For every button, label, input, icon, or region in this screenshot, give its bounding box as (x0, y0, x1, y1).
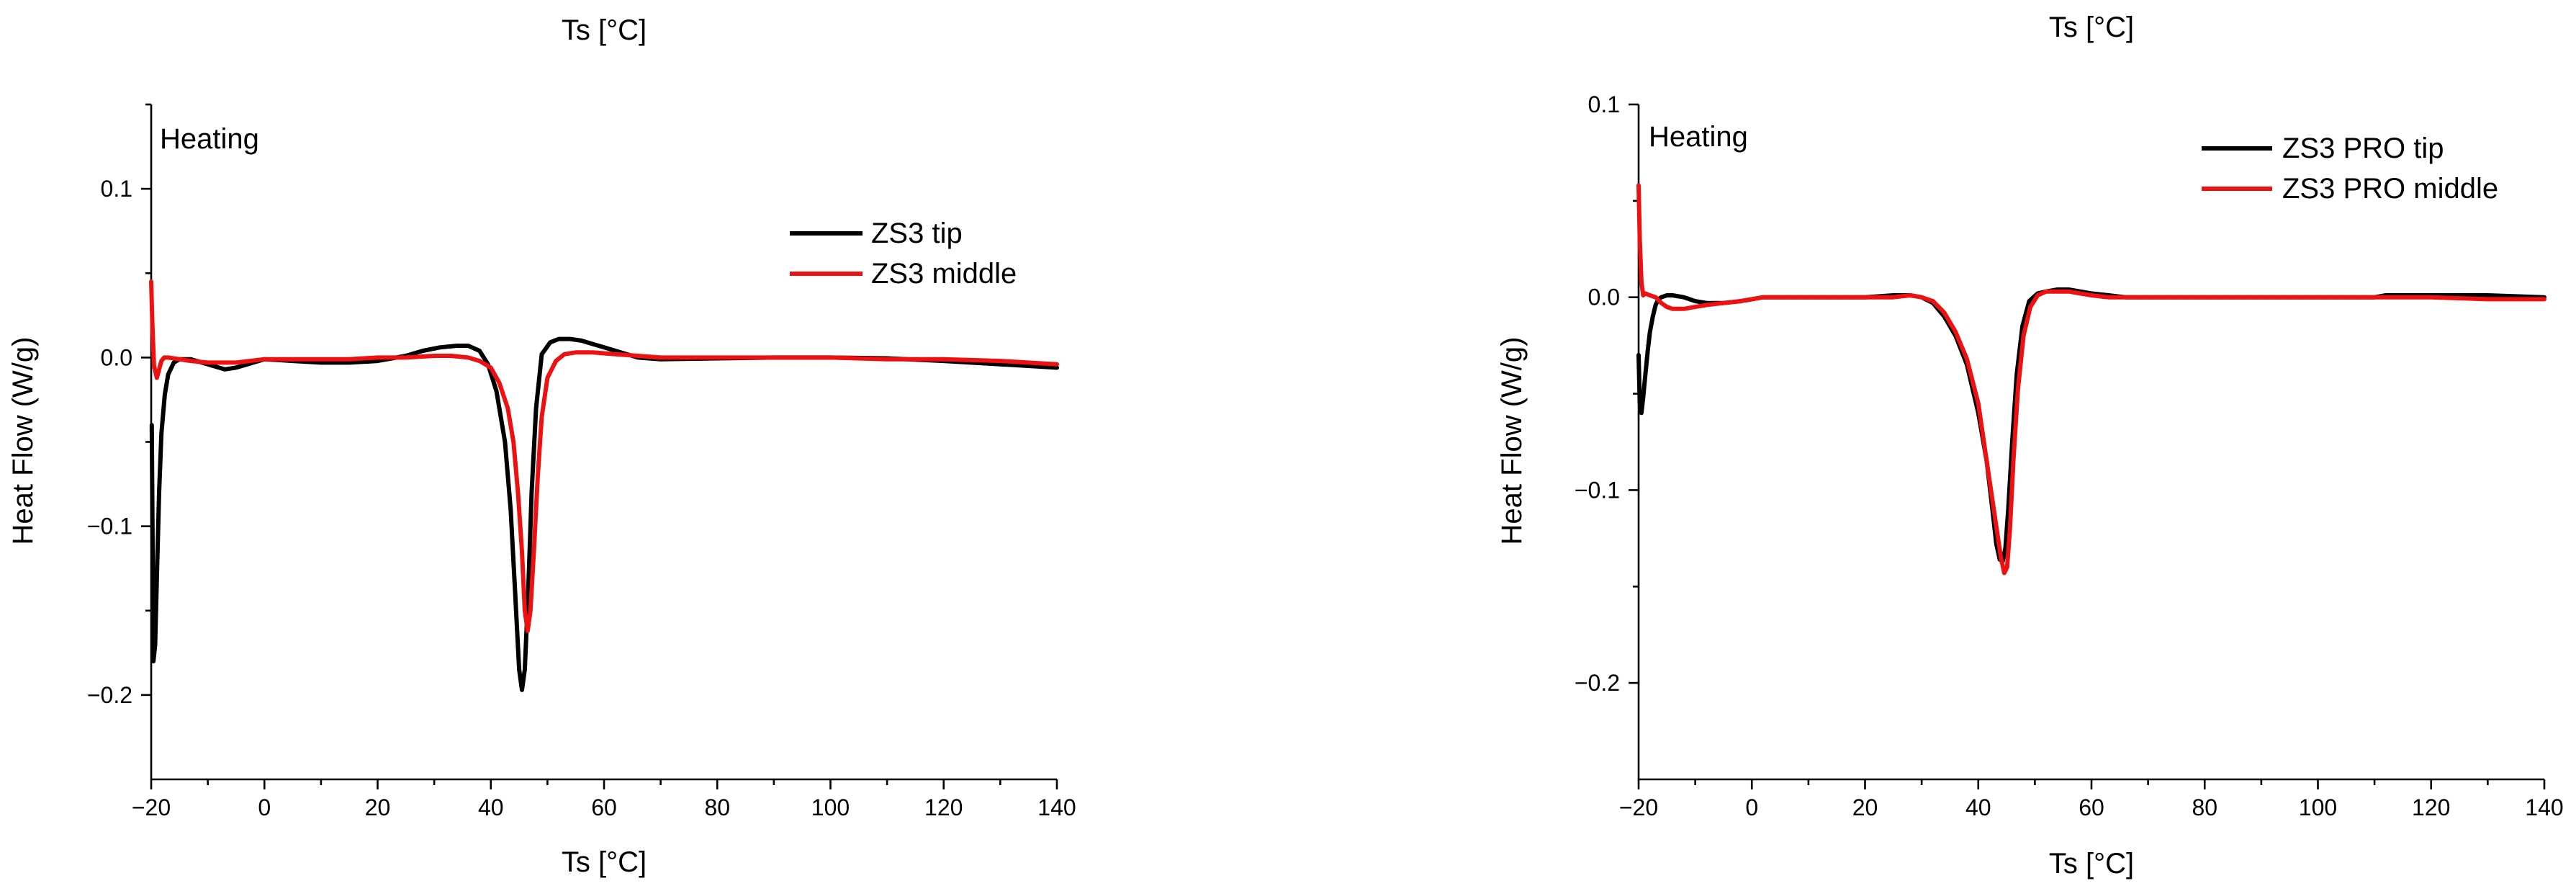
x-tick-label: −20 (132, 794, 171, 820)
heating-annotation: Heating (160, 123, 259, 155)
y-tick-label: 0.1 (101, 176, 132, 202)
x-tick-label: 140 (1037, 794, 1076, 820)
x-tick-label: 40 (1965, 794, 1991, 820)
y-tick-label: 0.1 (1588, 91, 1620, 117)
y-tick-label: −0.2 (87, 682, 132, 708)
x-tick-label: 20 (365, 794, 391, 820)
x-tick-label: 100 (811, 794, 850, 820)
series-line-zs3-pro-tip (1636, 287, 2546, 564)
y-axis-title: Heat Flow (W/g) (1496, 337, 1528, 545)
series-line-zs3-tip (149, 336, 1059, 692)
y-tick-label: 0.0 (101, 344, 132, 370)
series-line-zs3-middle (149, 279, 1059, 633)
x-tick-label: 0 (1745, 794, 1758, 820)
chart-top-title: Ts [°C] (2049, 12, 2134, 43)
chart-svg-left: Ts [°C] −20 0 20 40 60 80 100 120 140 −0.2 −0.1 0.0 0… (7, 14, 1076, 878)
legend-label: ZS3 PRO tip (2282, 133, 2444, 164)
x-tick-label: 60 (2079, 794, 2104, 820)
series-line-zs3-pro-middle (1636, 183, 2546, 576)
y-tick-label: −0.2 (1575, 670, 1620, 696)
heating-annotation: Heating (1649, 121, 1748, 153)
y-tick-label: −0.1 (87, 514, 132, 539)
x-tick-label: 40 (478, 794, 504, 820)
x-tick-label: 100 (2299, 794, 2337, 820)
x-tick-label: 140 (2525, 794, 2563, 820)
chart-panel-tip-middle: Ts [°C] −20 0 20 40 60 80 100 120 140 −0.2 −0.1 0.0 0… (7, 14, 1076, 878)
x-axis-title: Ts [°C] (2049, 848, 2134, 879)
x-tick-label: 80 (704, 794, 730, 820)
y-tick-label: 0.0 (1588, 285, 1620, 310)
chart-top-title: Ts [°C] (562, 14, 647, 46)
x-tick-label: 20 (1852, 794, 1878, 820)
chart-svg-right: Ts [°C] −20 0 20 40 60 80 100 120 140 −0.2 −0.1 0.0 0… (1496, 12, 2564, 879)
x-tick-label: 120 (924, 794, 963, 820)
x-tick-label: 120 (2412, 794, 2450, 820)
chart-panel-pro-tip-middle: Ts [°C] −20 0 20 40 60 80 100 120 140 −0.2 −0.1 0.0 0… (1289, 0, 2576, 891)
legend-label: ZS3 middle (871, 258, 1017, 290)
x-tick-label: 60 (591, 794, 617, 820)
x-tick-label: 80 (2192, 794, 2217, 820)
y-tick-label: −0.1 (1575, 477, 1620, 503)
legend-label: ZS3 PRO middle (2282, 173, 2498, 205)
x-axis-title: Ts [°C] (562, 846, 647, 878)
legend-label: ZS3 tip (871, 218, 963, 249)
x-tick-label: −20 (1619, 794, 1658, 820)
x-tick-label: 0 (258, 794, 271, 820)
y-axis-title: Heat Flow (W/g) (7, 337, 39, 545)
